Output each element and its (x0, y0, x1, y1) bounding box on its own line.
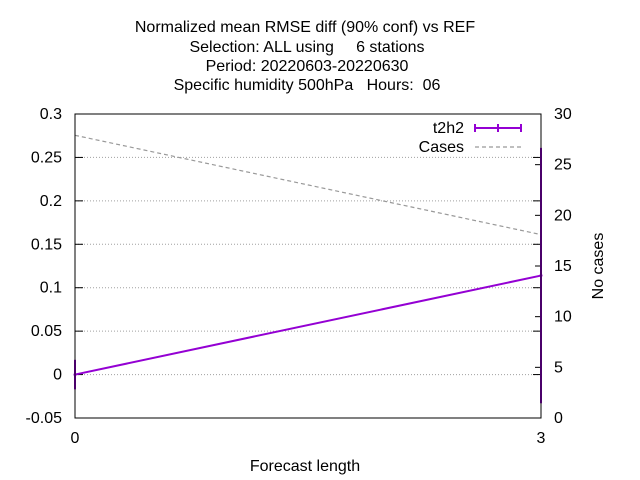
y-tick-label: -0.05 (26, 410, 63, 427)
y-axis-ticks: -0.05 0 0.05 0.1 0.15 0.2 0.25 0.3 (26, 106, 541, 427)
legend-label-Cases: Cases (419, 139, 464, 156)
y-tick-label: 0.25 (31, 149, 62, 166)
y2-tick-label: 0 (554, 410, 563, 427)
y-tick-label: 0.15 (31, 236, 62, 253)
y2-tick-label: 20 (554, 207, 572, 224)
y-tick-label: 0.3 (40, 106, 62, 123)
y-tick-label: 0.2 (40, 193, 62, 210)
title-line-1: Normalized mean RMSE diff (90% conf) vs … (135, 19, 475, 36)
x-axis-label: Forecast length (250, 458, 360, 475)
y2-tick-label: 5 (554, 359, 563, 376)
series-line-Cases (74, 134, 542, 236)
x-tick-label: 3 (537, 430, 546, 447)
title-line-3: Period: 20220603-20220630 (206, 58, 409, 75)
y-tick-label: 0.1 (40, 280, 62, 297)
series-group (73, 134, 543, 404)
y2-tick-label: 25 (554, 157, 572, 174)
series-t2h2 (73, 147, 543, 404)
legend-label-t2h2: t2h2 (433, 120, 464, 137)
series-Cases (74, 134, 542, 236)
plot-frame (74, 113, 542, 419)
y2-axis-label: No cases (590, 233, 607, 300)
y2-tick-label: 30 (554, 106, 572, 123)
chart-title: Normalized mean RMSE diff (90% conf) vs … (135, 19, 475, 94)
x-tick-label: 0 (71, 430, 80, 447)
y2-tick-label: 15 (554, 258, 572, 275)
y-tick-label: 0 (53, 367, 62, 384)
y2-tick-label: 10 (554, 309, 572, 326)
gridlines (75, 156, 541, 376)
series-line-t2h2 (74, 274, 542, 376)
legend: t2h2 Cases (419, 120, 522, 156)
y-tick-label: 0.05 (31, 323, 62, 340)
title-line-2: Selection: ALL using 6 stations (189, 39, 424, 56)
title-line-4: Specific humidity 500hPa Hours: 06 (174, 77, 441, 94)
